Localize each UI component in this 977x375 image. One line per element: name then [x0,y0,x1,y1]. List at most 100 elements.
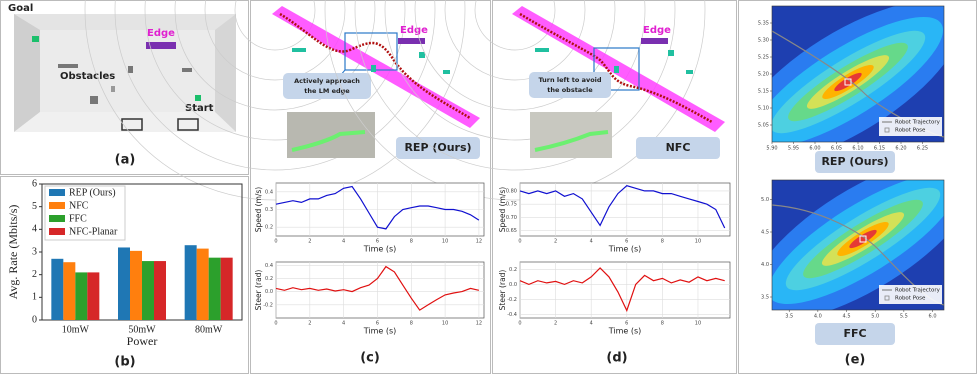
method-label: REP (Ours) [404,141,471,154]
bar [142,261,154,320]
caption: (d) [606,351,627,366]
legend-box [879,117,942,136]
legend-swatch [49,228,65,235]
method-label: REP (Ours) [821,155,888,168]
y-tick-label: -0.2 [507,297,517,303]
legend-label: Robot Pose [895,296,926,302]
x-tick-label: 10 [442,321,448,327]
y-tick-label: 0.2 [265,276,273,282]
y-tick-label: 0.70 [506,215,517,221]
legend-box [879,285,942,304]
x-tick-label: 8 [661,321,664,327]
legend-label: FFC [69,213,87,224]
x-tick-label: 50mW [128,324,156,335]
y-tick-label: 0.80 [506,188,517,194]
label: Edge [147,28,175,39]
label: Goal [8,3,33,14]
y-tick-label: 0.0 [509,282,517,288]
y-tick-label: 4 [32,224,37,235]
bar [63,262,76,320]
method-label: NFC [666,141,691,154]
method-label: FFC [843,327,866,340]
x-tick-label: 2 [308,239,311,245]
x-tick-label: 6 [376,239,379,245]
label: Obstacles [60,71,115,82]
x-tick-label: 10 [695,239,701,245]
legend-swatch [884,127,890,133]
x-tick-label: 8 [410,239,413,245]
x-tick-label: 6.10 [852,146,863,152]
x-tick-label: 3.5 [785,314,793,320]
x-tick-label: 6.20 [895,146,906,152]
y-tick-label: 0.4 [265,189,273,195]
robot-pose [859,235,867,243]
y-tick-label: -0.4 [507,312,517,318]
bar [220,257,233,320]
plot-frame [519,182,731,237]
x-axis-label: Time (s) [608,245,642,254]
y-tick-label: 3 [32,246,37,257]
x-tick-label: 10mW [62,324,90,335]
bar [208,257,221,320]
legend-swatch [49,189,65,196]
x-tick-label: 6.25 [917,146,928,152]
y-tick-label: -0.2 [263,302,273,308]
y-tick-label: 5.15 [758,89,769,95]
legend-swatch [49,202,65,209]
caption: (c) [360,351,380,366]
y-axis-label: Avg. Rate (Mbits/s) [6,205,20,300]
x-tick-label: 4.0 [814,314,822,320]
x-axis-label: Power [127,334,158,348]
y-tick-label: 1 [32,292,37,303]
y-tick-label: 4.5 [761,230,769,236]
plot-frame [519,261,731,319]
x-tick-label: 0 [274,239,277,245]
x-tick-label: 4 [590,321,593,327]
map-image [84,0,480,201]
x-tick-label: 6 [625,239,628,245]
label: Start [185,103,214,114]
y-axis-label: Speed (m/s) [498,187,507,233]
x-tick-label: 80mW [195,324,223,335]
legend-label: REP (Ours) [69,187,116,198]
y-tick-label: 5.35 [758,21,769,27]
x-tick-label: 6.00 [809,146,820,152]
x-tick-label: 4.5 [843,314,851,320]
legend-label: NFC [69,200,89,211]
x-tick-label: 5.90 [766,146,777,152]
y-axis-label: Steer (rad) [498,270,507,311]
legend-swatch [884,295,890,301]
bar [51,258,64,320]
x-tick-label: 8 [661,239,664,245]
caption: (a) [115,153,136,168]
method-box [815,151,895,173]
x-tick-label: 2 [554,239,557,245]
x-tick-label: 6 [625,321,628,327]
y-tick-label: 4.0 [761,262,769,268]
line [275,265,480,311]
y-tick-label: 0.0 [265,289,273,295]
y-tick-label: 0.2 [509,267,517,273]
x-tick-label: 4 [590,239,593,245]
x-axis-label: Time (s) [608,327,642,336]
map-image [324,0,725,201]
plot-frame [771,179,945,311]
legend-label: Robot Pose [895,128,926,134]
caption: (b) [114,355,135,370]
legend-label: Robot Trajectory [895,120,941,126]
x-tick-label: 2 [308,321,311,327]
bar [184,245,197,320]
y-tick-label: 5.20 [758,72,769,78]
x-tick-label: 5.0 [871,314,879,320]
label: Edge [400,25,428,36]
bar [196,248,209,320]
caption: (e) [845,353,866,368]
annotation: the obstacle [547,86,593,94]
x-tick-label: 6.0 [929,314,937,320]
y-tick-label: 5 [32,201,37,212]
annotation: Actively approach [294,77,360,85]
x-tick-label: 6.05 [831,146,842,152]
heatmap-contour [834,72,862,92]
